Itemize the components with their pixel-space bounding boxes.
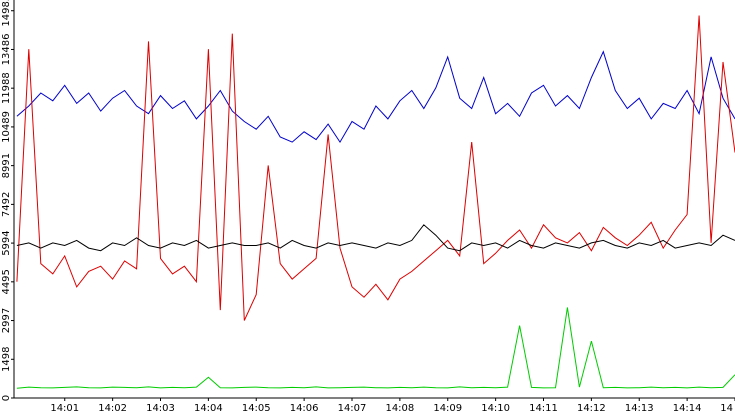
- y-tick-label: 1498: [1, 347, 12, 372]
- series-line: [16, 50, 735, 144]
- y-tick-label: 5994: [1, 230, 12, 255]
- x-tick-label: 14: [720, 403, 733, 414]
- y-tick-label: 7492: [1, 192, 12, 217]
- x-tick-label: 14:07: [338, 403, 367, 414]
- series-line: [16, 307, 735, 389]
- x-tick-label: 14:11: [529, 403, 558, 414]
- y-tick-label: 2997: [1, 308, 12, 333]
- x-tick-label: 14:14: [673, 403, 702, 414]
- y-tick-label: 13486: [1, 34, 12, 66]
- x-tick-label: 14:13: [625, 403, 654, 414]
- x-tick-label: 14:12: [577, 403, 606, 414]
- series-line: [16, 224, 735, 252]
- x-tick-label: 14:04: [194, 403, 223, 414]
- y-tick-label: 10489: [1, 111, 12, 143]
- x-tick-label: 14:02: [98, 403, 127, 414]
- y-tick-label: 11988: [1, 72, 12, 104]
- y-tick-label: 14985: [1, 0, 12, 27]
- x-tick-label: 14:03: [146, 403, 175, 414]
- series-line: [16, 15, 735, 321]
- x-tick-label: 14:06: [290, 403, 319, 414]
- x-tick-label: 14:01: [50, 403, 79, 414]
- x-tick-label: 14:10: [481, 403, 510, 414]
- x-tick-label: 14:08: [385, 403, 414, 414]
- y-tick-label: 8991: [1, 153, 12, 178]
- y-tick-label: 0: [1, 395, 12, 401]
- x-tick-label: 14:09: [433, 403, 462, 414]
- x-tick-label: 14:05: [242, 403, 271, 414]
- y-tick-label: 4495: [1, 269, 12, 294]
